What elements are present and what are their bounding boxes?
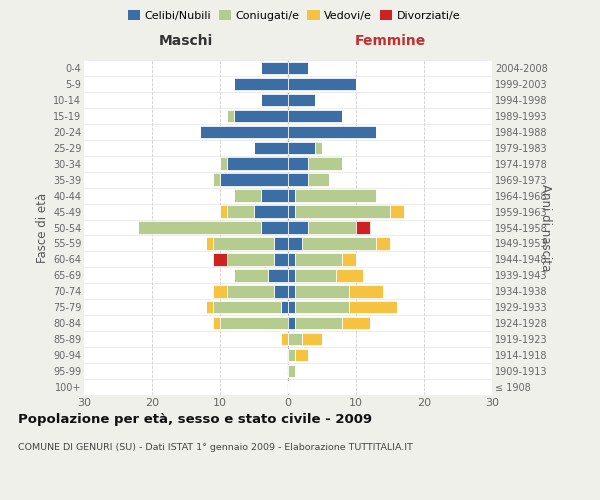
Bar [288, 94, 315, 106]
Legend: Celibi/Nubili, Coniugati/e, Vedovi/e, Divorziati/e: Celibi/Nubili, Coniugati/e, Vedovi/e, Di… [126, 8, 462, 23]
Bar [315, 142, 322, 154]
Bar [220, 158, 227, 170]
Bar [308, 158, 343, 170]
Bar [254, 142, 288, 154]
Bar [288, 142, 315, 154]
Bar [288, 222, 308, 234]
Bar [295, 285, 349, 298]
Bar [343, 317, 370, 330]
Bar [220, 174, 288, 186]
Bar [274, 285, 288, 298]
Bar [295, 253, 343, 266]
Bar [261, 94, 288, 106]
Bar [281, 333, 288, 345]
Bar [288, 269, 295, 281]
Text: Popolazione per età, sesso e stato civile - 2009: Popolazione per età, sesso e stato civil… [18, 412, 372, 426]
Bar [274, 253, 288, 266]
Bar [302, 333, 322, 345]
Bar [288, 301, 295, 314]
Bar [288, 206, 295, 218]
Bar [261, 62, 288, 74]
Bar [227, 253, 274, 266]
Text: COMUNE DI GENURI (SU) - Dati ISTAT 1° gennaio 2009 - Elaborazione TUTTITALIA.IT: COMUNE DI GENURI (SU) - Dati ISTAT 1° ge… [18, 442, 413, 452]
Bar [227, 158, 288, 170]
Bar [220, 317, 288, 330]
Bar [227, 285, 274, 298]
Bar [233, 110, 288, 122]
Bar [295, 269, 335, 281]
Bar [308, 174, 329, 186]
Text: Maschi: Maschi [159, 34, 213, 48]
Bar [227, 110, 233, 122]
Bar [288, 158, 308, 170]
Bar [288, 190, 295, 202]
Bar [268, 269, 288, 281]
Bar [261, 222, 288, 234]
Bar [213, 237, 274, 250]
Bar [288, 349, 295, 362]
Bar [356, 222, 370, 234]
Bar [288, 365, 295, 378]
Bar [288, 285, 295, 298]
Bar [220, 206, 227, 218]
Bar [302, 237, 376, 250]
Bar [295, 190, 376, 202]
Bar [288, 110, 343, 122]
Bar [139, 222, 261, 234]
Bar [288, 78, 356, 90]
Bar [233, 190, 261, 202]
Bar [295, 206, 390, 218]
Bar [376, 237, 390, 250]
Y-axis label: Fasce di età: Fasce di età [35, 192, 49, 262]
Bar [213, 174, 220, 186]
Bar [343, 253, 356, 266]
Bar [295, 317, 343, 330]
Bar [206, 237, 213, 250]
Bar [349, 301, 397, 314]
Bar [288, 333, 302, 345]
Bar [206, 301, 213, 314]
Bar [295, 301, 349, 314]
Bar [288, 62, 308, 74]
Bar [227, 206, 254, 218]
Bar [335, 269, 363, 281]
Bar [288, 174, 308, 186]
Bar [233, 78, 288, 90]
Text: Femmine: Femmine [355, 34, 425, 48]
Bar [213, 301, 281, 314]
Bar [288, 253, 295, 266]
Bar [349, 285, 383, 298]
Bar [288, 317, 295, 330]
Bar [281, 301, 288, 314]
Bar [308, 222, 356, 234]
Bar [200, 126, 288, 138]
Bar [390, 206, 404, 218]
Bar [213, 285, 227, 298]
Bar [213, 253, 227, 266]
Bar [288, 237, 302, 250]
Bar [274, 237, 288, 250]
Bar [213, 317, 220, 330]
Bar [288, 126, 376, 138]
Bar [295, 349, 308, 362]
Bar [233, 269, 268, 281]
Bar [261, 190, 288, 202]
Bar [254, 206, 288, 218]
Y-axis label: Anni di nascita: Anni di nascita [539, 184, 551, 271]
